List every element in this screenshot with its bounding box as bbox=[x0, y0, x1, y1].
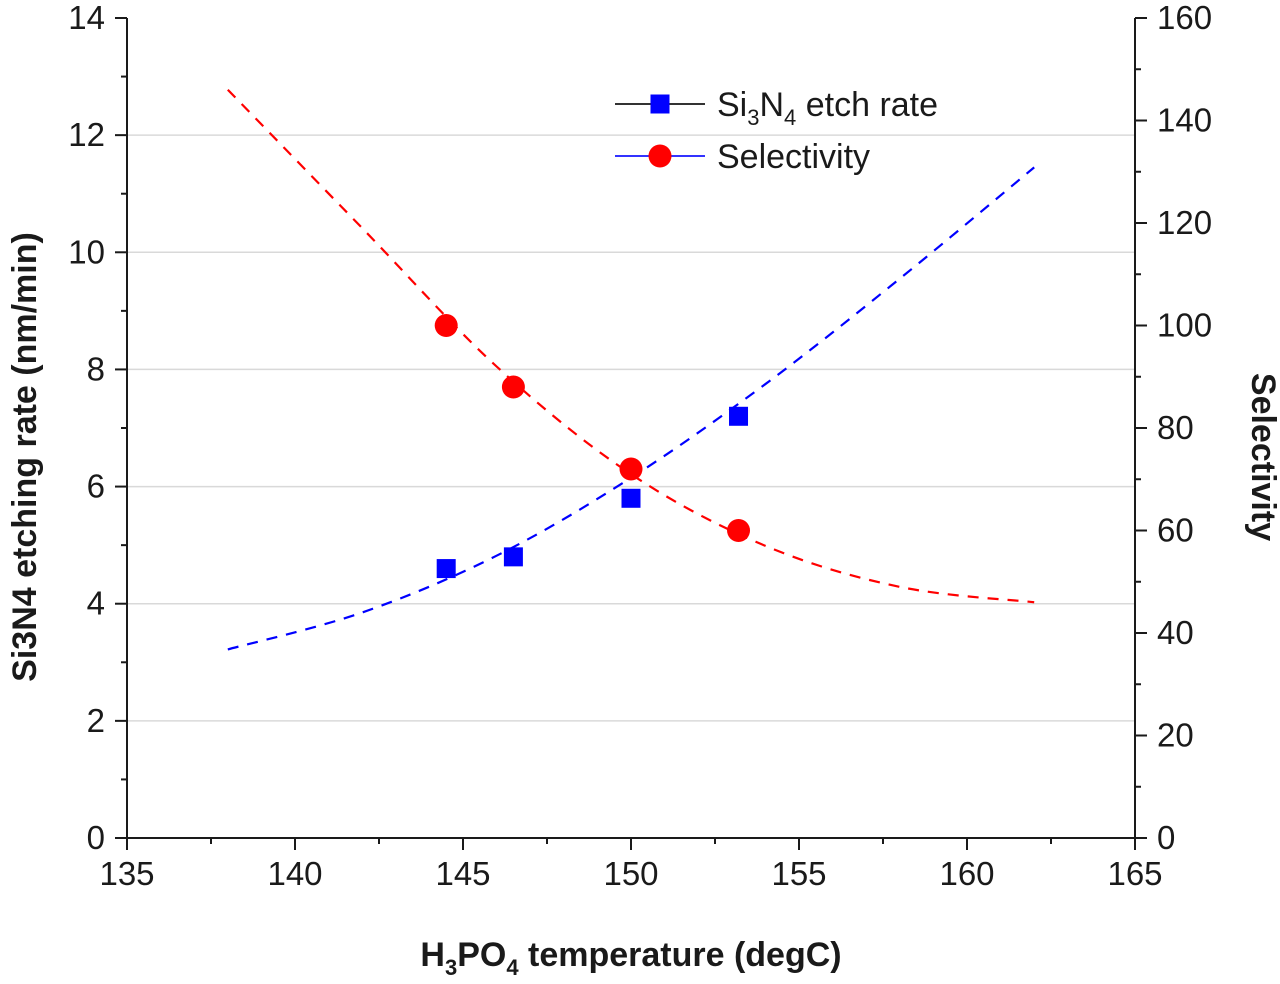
legend-label: Si3N4 etch rate bbox=[717, 86, 938, 130]
y2-tick-label: 160 bbox=[1157, 0, 1212, 36]
x-tick-label: 150 bbox=[603, 855, 658, 892]
legend-marker-square bbox=[650, 94, 670, 114]
y-tick-label: 10 bbox=[68, 233, 105, 270]
x-tick-label: 165 bbox=[1107, 855, 1162, 892]
etch-rate-point bbox=[436, 559, 456, 579]
y-tick-label: 14 bbox=[68, 0, 105, 36]
grid-layer bbox=[127, 134, 1135, 722]
marker-layer bbox=[434, 314, 751, 579]
y2-tick-label: 40 bbox=[1157, 614, 1194, 651]
text-part: H bbox=[420, 936, 445, 974]
legend-marker-circle bbox=[648, 144, 672, 168]
y-tick-label: 6 bbox=[87, 468, 105, 505]
y-tick-label: 12 bbox=[68, 116, 105, 153]
x-tick-label: 140 bbox=[267, 855, 322, 892]
legend: Si3N4 etch rate Selectivity bbox=[615, 86, 938, 176]
text-part: Si bbox=[717, 86, 747, 124]
text-part: etch rate bbox=[796, 86, 938, 124]
x-axis-title: H3PO4 temperature (degC) bbox=[420, 936, 841, 980]
selectivity-point bbox=[727, 519, 751, 542]
text-part: 4 bbox=[784, 105, 796, 130]
etch-rate-point bbox=[503, 547, 523, 567]
selectivity-point bbox=[434, 314, 458, 337]
selectivity-fit-line bbox=[227, 88, 1035, 604]
text-part: 3 bbox=[445, 955, 457, 980]
y-axis-title: Si3N4 etching rate (nm/min) bbox=[6, 232, 44, 682]
y2-tick-label: 80 bbox=[1157, 409, 1194, 446]
x-tick-label: 160 bbox=[939, 855, 994, 892]
y2-axis-title: Selectivity bbox=[1244, 373, 1280, 541]
y-tick-label: 8 bbox=[87, 350, 105, 387]
y2-tick-label: 60 bbox=[1157, 512, 1194, 549]
y-tick-label: 4 bbox=[87, 585, 105, 622]
x-tick-label: 155 bbox=[771, 855, 826, 892]
selectivity-point bbox=[619, 457, 643, 481]
text-part: N bbox=[759, 86, 784, 124]
text-part: temperature (degC) bbox=[519, 936, 842, 974]
text-part: 3 bbox=[747, 105, 759, 130]
legend-label: Selectivity bbox=[717, 138, 870, 176]
y-tick-label: 0 bbox=[87, 819, 105, 856]
y2-tick-label: 100 bbox=[1157, 307, 1212, 344]
y2-tick-label: 0 bbox=[1157, 819, 1175, 856]
axis-layer: 135 140 145 150 155 160 1650246810121402040608… bbox=[68, 0, 1212, 892]
y-tick-label: 2 bbox=[87, 702, 105, 739]
text-part: 4 bbox=[506, 955, 519, 980]
etch-rate-point bbox=[729, 406, 749, 426]
text-part: Selectivity bbox=[717, 138, 870, 176]
text-part: PO bbox=[457, 936, 506, 974]
y2-tick-label: 120 bbox=[1157, 204, 1212, 241]
x-tick-label: 145 bbox=[435, 855, 490, 892]
y2-tick-label: 20 bbox=[1157, 717, 1194, 754]
y2-tick-label: 140 bbox=[1157, 102, 1212, 139]
selectivity-point bbox=[501, 375, 525, 399]
x-tick-label: 135 bbox=[99, 855, 154, 892]
etch-rate-fit-line bbox=[227, 166, 1035, 651]
etch-rate-point bbox=[621, 488, 641, 508]
